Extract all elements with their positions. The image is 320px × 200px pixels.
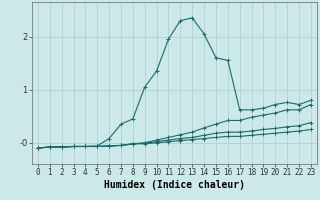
X-axis label: Humidex (Indice chaleur): Humidex (Indice chaleur) <box>104 180 245 190</box>
